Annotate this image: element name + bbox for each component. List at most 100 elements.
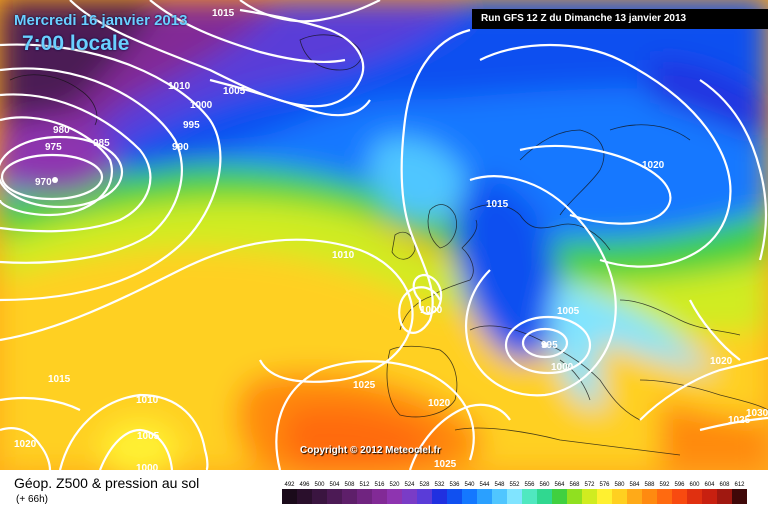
scale-tick-label: 560 (539, 482, 550, 488)
scale-tick-label: 564 (554, 482, 565, 488)
geopotential-field (0, 0, 768, 470)
isobar-label: 1010 (332, 250, 355, 261)
scale-swatch (642, 489, 657, 504)
isobar-label: 1025 (728, 415, 751, 426)
scale-tick-label: 548 (494, 482, 505, 488)
isobar-label: 980 (53, 125, 70, 136)
isobar-label: 1005 (557, 306, 580, 317)
scale-tick-label: 544 (479, 482, 490, 488)
isobar-label: 1020 (14, 439, 37, 450)
forecast-date: Mercredi 16 janvier 2013 (14, 12, 188, 29)
isobar-label: 975 (45, 142, 62, 153)
scale-tick-label: 580 (614, 482, 625, 488)
scale-swatch (372, 489, 387, 504)
isobar-label: 1005 (223, 86, 246, 97)
scale-swatch (312, 489, 327, 504)
scale-tick-label: 572 (584, 482, 595, 488)
scale-swatch (732, 489, 747, 504)
scale-swatch (567, 489, 582, 504)
scale-tick-label: 528 (419, 482, 430, 488)
scale-swatch (387, 489, 402, 504)
isobar-label: 1015 (48, 374, 71, 385)
scale-tick-label: 516 (374, 482, 385, 488)
scale-tick-label: 536 (449, 482, 460, 488)
isobar-label: 1015 (486, 199, 509, 210)
color-scale: 492 496 500 504 508 512 516 520 524 528 532 536 540 5… (282, 482, 747, 504)
scale-tick-label: 604 (704, 482, 715, 488)
scale-swatch (672, 489, 687, 504)
scale-swatch (477, 489, 492, 504)
scale-swatch (447, 489, 462, 504)
isobar-label: 1000 (420, 305, 443, 316)
scale-swatch (492, 489, 507, 504)
isobar-label: 1000 (551, 362, 574, 373)
isobar-label: 1030 (746, 408, 768, 419)
scale-tick-label: 524 (404, 482, 415, 488)
scale-tick-label: 576 (599, 482, 610, 488)
scale-swatch (582, 489, 597, 504)
scale-swatch (612, 489, 627, 504)
legend-subtitle: (+ 66h) (16, 494, 48, 505)
scale-tick-label: 496 (299, 482, 310, 488)
scale-swatch (507, 489, 522, 504)
isobar-label: 1010 (168, 81, 191, 92)
scale-swatch (297, 489, 312, 504)
scale-swatch (537, 489, 552, 504)
scale-swatch (687, 489, 702, 504)
scale-tick-label: 612 (734, 482, 745, 488)
legend-title: Géop. Z500 & pression au sol (14, 475, 200, 491)
scale-swatch (402, 489, 417, 504)
scale-swatch (342, 489, 357, 504)
isobar-label: 1020 (710, 356, 733, 367)
scale-tick-label: 592 (659, 482, 670, 488)
low-pressure-marker (52, 177, 548, 348)
isobar-label: 1025 (353, 380, 376, 391)
scale-swatch (702, 489, 717, 504)
isobar-label: 1020 (642, 160, 665, 171)
scale-tick-label: 600 (689, 482, 700, 488)
scale-swatch (417, 489, 432, 504)
scale-swatch (522, 489, 537, 504)
scale-swatch (717, 489, 732, 504)
legend-footer: Géop. Z500 & pression au sol (+ 66h) 492… (0, 470, 768, 512)
isobar-label: 1005 (137, 431, 160, 442)
scale-swatch (327, 489, 342, 504)
isobar-label: 1020 (428, 398, 451, 409)
isobar-label: 1000 (136, 463, 159, 470)
scale-tick-label: 492 (284, 482, 295, 488)
scale-swatch (357, 489, 372, 504)
scale-tick-label: 552 (509, 482, 520, 488)
isobar-labels: 1015 1010 1005 1000 995 990 980 975 985 970 1010 10… (14, 8, 768, 470)
isobar-label: 1015 (212, 8, 235, 19)
scale-tick-label: 568 (569, 482, 580, 488)
isobar-label: 995 (183, 120, 200, 131)
isobars (0, 0, 768, 470)
scale-swatch (597, 489, 612, 504)
scale-tick-label: 588 (644, 482, 655, 488)
scale-tick-label: 540 (464, 482, 475, 488)
scale-tick-label: 500 (314, 482, 325, 488)
model-run-banner: Run GFS 12 Z du Dimanche 13 janvier 2013 (472, 9, 768, 29)
scale-swatch (657, 489, 672, 504)
isobar-label: 1025 (434, 459, 457, 470)
scale-swatch (627, 489, 642, 504)
scale-tick-label: 532 (434, 482, 445, 488)
isobar-label: 970 (35, 177, 52, 188)
forecast-time: 7:00 locale (22, 32, 130, 55)
scale-tick-label: 520 (389, 482, 400, 488)
scale-swatch (432, 489, 447, 504)
scale-tick-label: 512 (359, 482, 370, 488)
isobar-label: 985 (93, 138, 110, 149)
scale-tick-label: 504 (329, 482, 340, 488)
isobar-label: 1010 (136, 395, 159, 406)
scale-tick-label: 596 (674, 482, 685, 488)
scale-tick-label: 584 (629, 482, 640, 488)
weather-map: 1015 1010 1005 1000 995 990 980 975 985 970 1010 10… (0, 0, 768, 470)
isobar-label: 995 (541, 340, 558, 351)
scale-tick-label: 556 (524, 482, 535, 488)
scale-tick-label: 608 (719, 482, 730, 488)
copyright-notice: Copyright © 2012 Meteociel.fr (300, 445, 441, 456)
scale-swatch (462, 489, 477, 504)
isobar-label: 1000 (190, 100, 213, 111)
